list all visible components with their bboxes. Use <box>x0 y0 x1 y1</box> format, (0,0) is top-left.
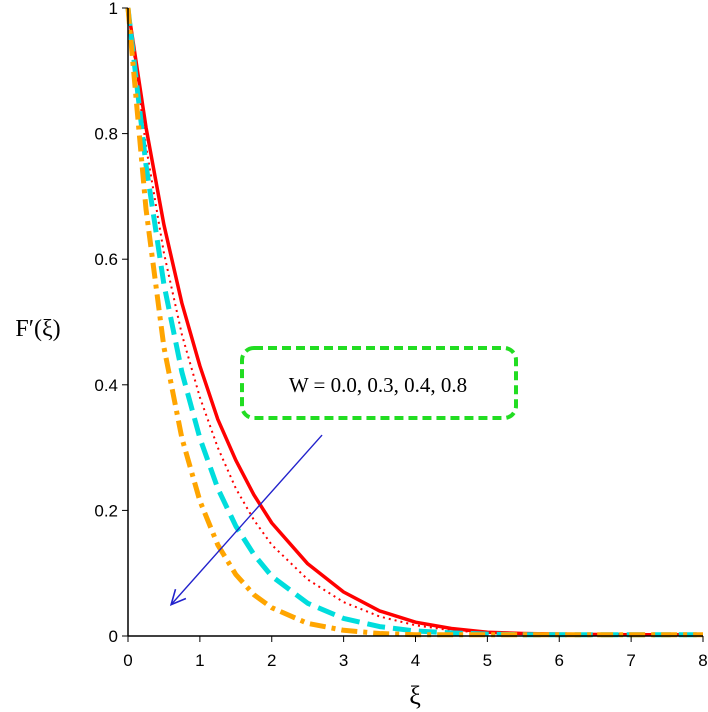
y-tick-label: 0 <box>109 627 118 646</box>
y-tick-label: 0.8 <box>94 125 118 144</box>
x-axis-title: ξ <box>409 681 421 710</box>
curves-group <box>125 7 703 638</box>
x-tick-label: 2 <box>267 651 276 670</box>
x-tick-label: 3 <box>339 651 348 670</box>
series-line-1 <box>126 7 703 637</box>
series-line-3 <box>125 7 703 638</box>
x-tick-label: 1 <box>195 651 204 670</box>
series-line-4 <box>125 7 703 638</box>
annotation-text: W = 0.0, 0.3, 0.4, 0.8 <box>289 373 467 397</box>
trend-arrow <box>169 434 323 606</box>
x-tick-label: 5 <box>483 651 492 670</box>
y-tick-label: 1 <box>109 0 118 18</box>
y-tick-label: 0.2 <box>94 501 118 520</box>
y-axis-title: F′(ξ) <box>15 316 60 342</box>
arrow-shaft <box>170 434 323 606</box>
arrow-head-icon <box>169 588 187 606</box>
x-tick-label: 4 <box>411 651 420 670</box>
ticks-group: 0 1 2 3 4 5 6 7 8 0 0.2 0.4 0.6 0.8 1 <box>94 0 707 670</box>
x-tick-label: 0 <box>123 651 132 670</box>
y-tick-label: 0.6 <box>94 250 118 269</box>
x-tick-label: 8 <box>698 651 707 670</box>
x-tick-label: 6 <box>555 651 564 670</box>
y-tick-label: 0.4 <box>94 376 118 395</box>
axes-group <box>127 8 703 637</box>
x-tick-label: 7 <box>626 651 635 670</box>
series-line-2 <box>127 7 703 636</box>
